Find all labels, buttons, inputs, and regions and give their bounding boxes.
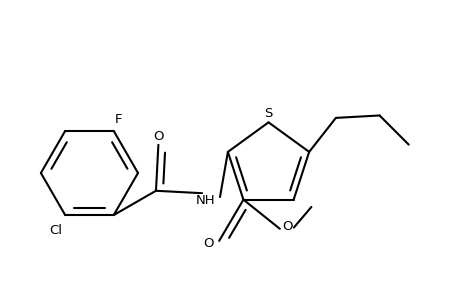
Text: F: F bbox=[115, 113, 122, 126]
Text: Cl: Cl bbox=[50, 224, 62, 237]
Text: S: S bbox=[264, 107, 272, 120]
Text: O: O bbox=[203, 237, 214, 250]
Text: O: O bbox=[282, 220, 292, 233]
Text: NH: NH bbox=[196, 194, 215, 207]
Text: O: O bbox=[153, 130, 163, 143]
